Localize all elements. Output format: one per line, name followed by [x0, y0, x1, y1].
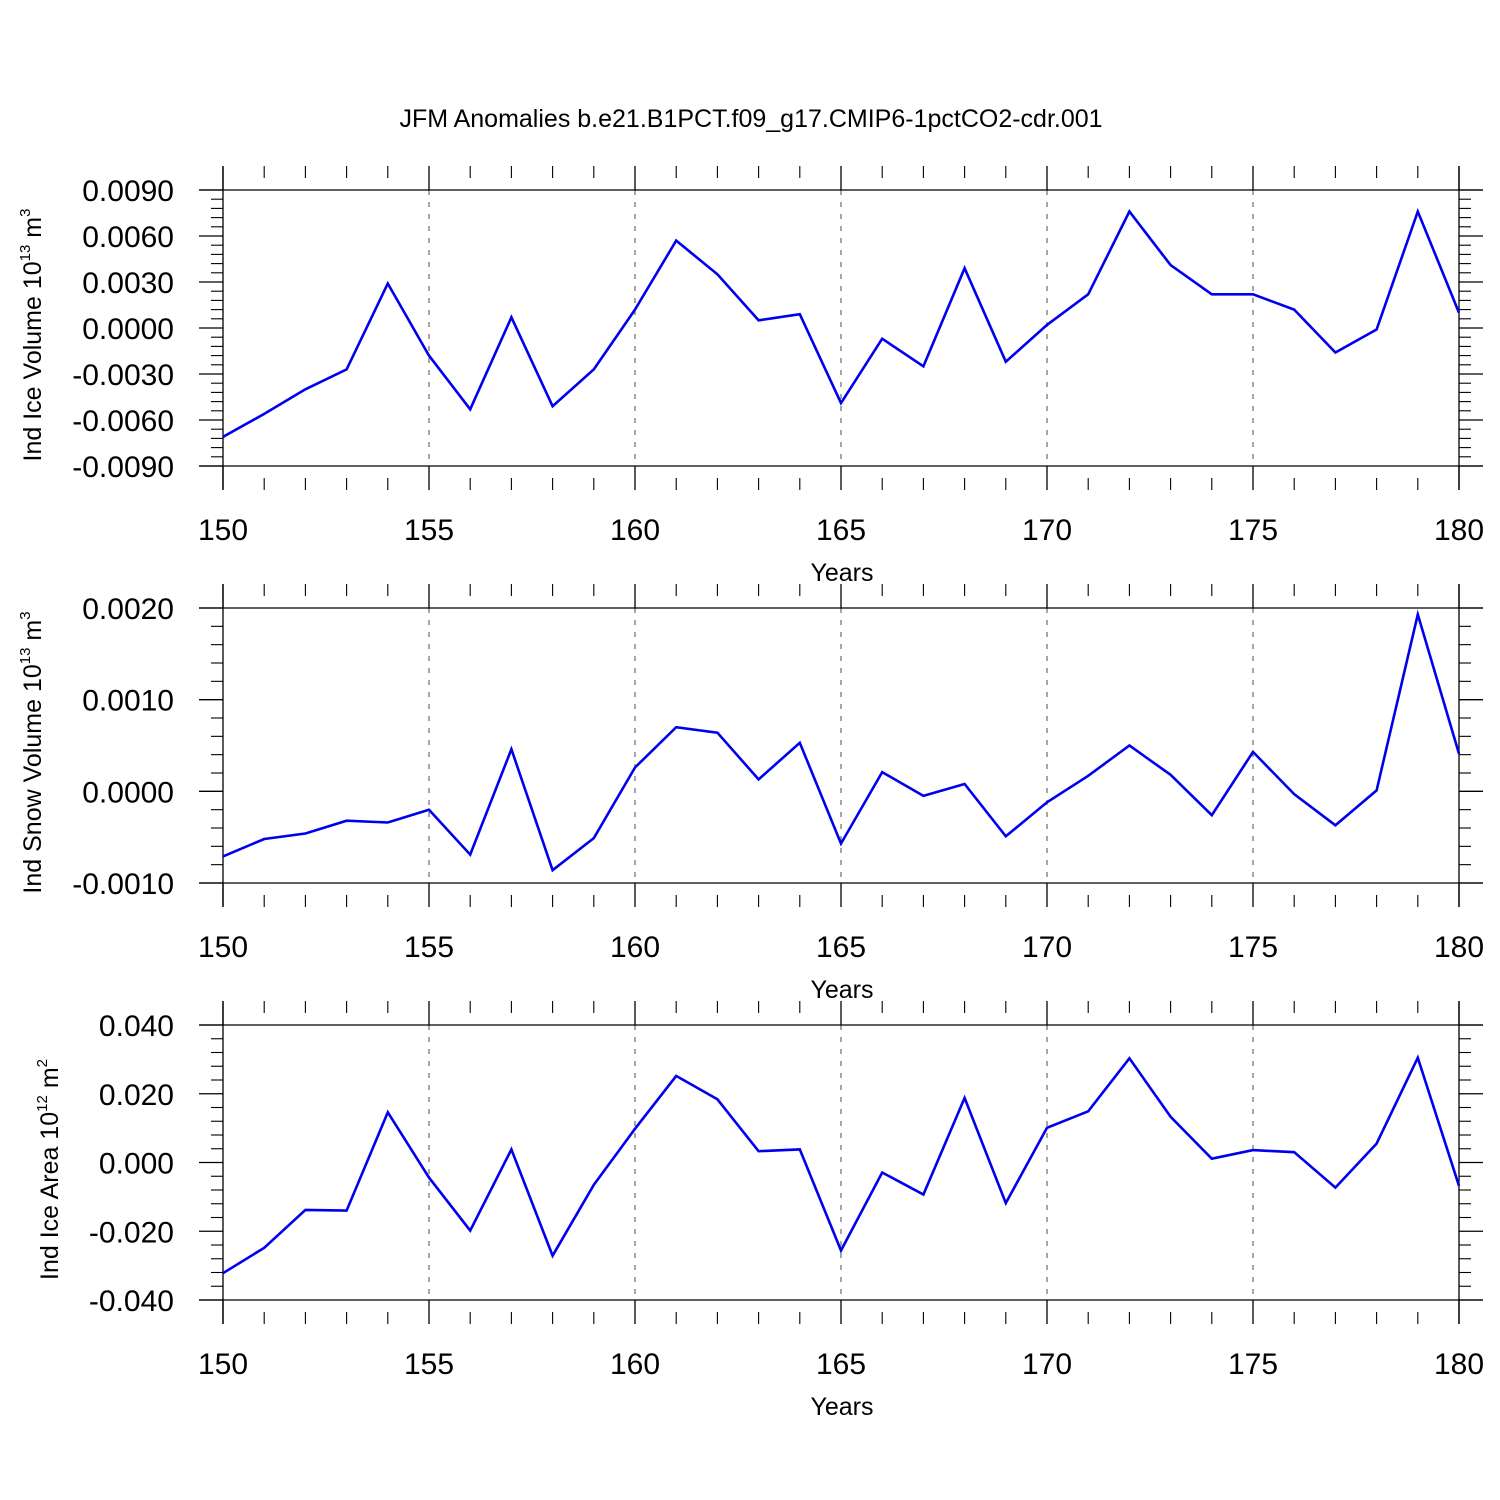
panel-3: -0.040 -0.020 0.000 0.020 0.040 150 155 160 165 1…: [34, 1001, 1484, 1421]
x-tick-label: 150: [198, 931, 248, 964]
y-axis-title: Ind Ice Volume 1013 m3: [17, 209, 47, 462]
y-tick-label: 0.040: [99, 1010, 174, 1043]
y-tick-label: -0.0060: [72, 405, 174, 438]
y-tick-label: -0.040: [89, 1285, 174, 1318]
x-tick-label: 175: [1228, 931, 1278, 964]
y-tick-label: -0.020: [89, 1216, 174, 1249]
x-tick-label: 155: [404, 931, 454, 964]
y-tick-label: -0.0010: [72, 868, 174, 901]
x-axis-title: Years: [810, 1393, 873, 1421]
y-tick-label: 0.000: [99, 1148, 174, 1181]
x-tick-label: 175: [1228, 514, 1278, 547]
y-tick-label: -0.0090: [72, 451, 174, 484]
x-tick-label: 180: [1434, 931, 1484, 964]
x-tick-label: 180: [1434, 1348, 1484, 1381]
x-tick-label: 170: [1022, 1348, 1072, 1381]
x-tick-label: 175: [1228, 1348, 1278, 1381]
y-tick-label: 0.0010: [82, 685, 174, 718]
series-line: [222, 1054, 1461, 1275]
series-line: [222, 609, 1461, 873]
x-tick-label: 150: [198, 514, 248, 547]
x-axis-title: Years: [810, 559, 873, 587]
x-tick-label: 165: [816, 931, 866, 964]
y-tick-label: 0.0020: [82, 593, 174, 626]
x-tick-label: 165: [816, 514, 866, 547]
x-axis-title: Years: [810, 976, 873, 1004]
y-tick-label: 0.0060: [82, 221, 174, 254]
x-tick-label: 180: [1434, 514, 1484, 547]
x-tick-label: 160: [610, 514, 660, 547]
y-tick-label: -0.0030: [72, 359, 174, 392]
y-axis-title: Ind Ice Area 1012 m2: [34, 1059, 64, 1280]
x-tick-label: 170: [1022, 514, 1072, 547]
x-tick-label: 165: [816, 1348, 866, 1381]
x-tick-label: 150: [198, 1348, 248, 1381]
y-tick-label: 0.0090: [82, 175, 174, 208]
x-tick-label: 155: [404, 1348, 454, 1381]
x-tick-label: 160: [610, 931, 660, 964]
figure-title: JFM Anomalies b.e21.B1PCT.f09_g17.CMIP6-…: [399, 105, 1102, 133]
panel-1: -0.0090 -0.0060 -0.0030 0.0000 0.0030 0.0060 0…: [17, 166, 1484, 587]
y-tick-label: 0.020: [99, 1079, 174, 1112]
x-tick-label: 160: [610, 1348, 660, 1381]
x-tick-label: 155: [404, 514, 454, 547]
y-axis-title: Ind Snow Volume 1013 m3: [17, 611, 47, 893]
y-tick-label: 0.0000: [82, 313, 174, 346]
x-tick-label: 170: [1022, 931, 1072, 964]
panel-2: -0.0010 0.0000 0.0010 0.0020 150 155 160 165 170…: [17, 584, 1484, 1004]
y-tick-label: 0.0030: [82, 267, 174, 300]
y-tick-label: 0.0000: [82, 776, 174, 809]
